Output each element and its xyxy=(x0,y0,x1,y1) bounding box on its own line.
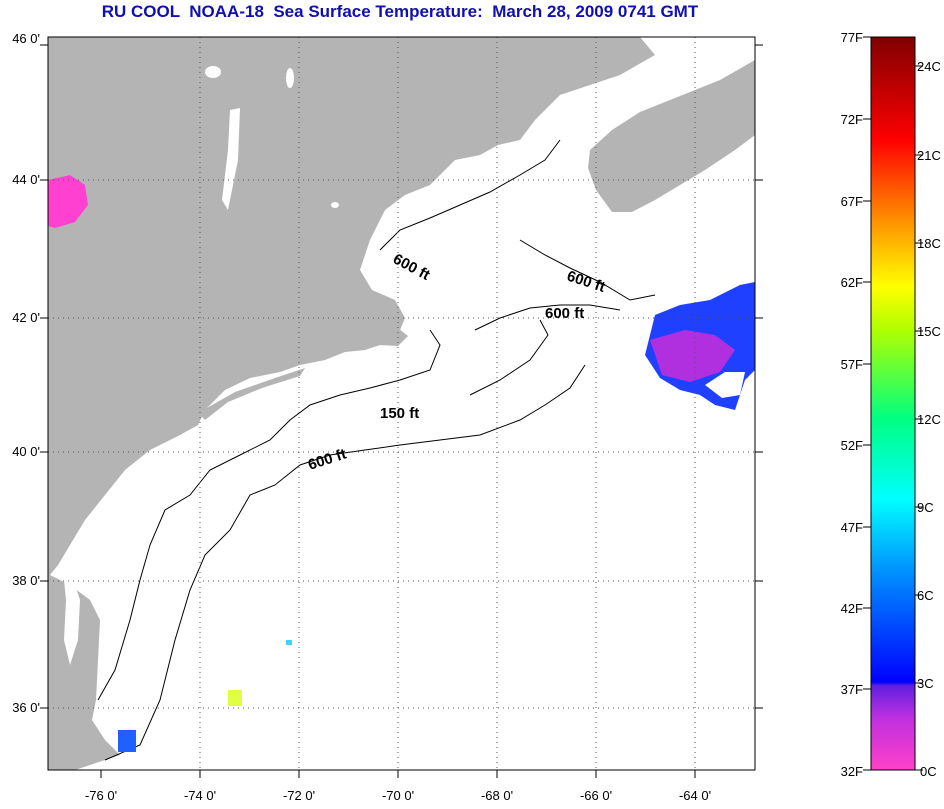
colorbar xyxy=(870,36,916,771)
colorbar-c-label: 9C xyxy=(917,500,934,515)
lon-label: -64 0' xyxy=(678,788,712,803)
lat-label: 46 0' xyxy=(12,31,40,46)
colorbar-c-label: 3C xyxy=(917,676,934,691)
lon-label: -68 0' xyxy=(480,788,514,803)
map-title: RU COOL NOAA-18 Sea Surface Temperature:… xyxy=(101,2,699,21)
lat-label: 44 0' xyxy=(12,172,40,187)
sst-patch-south xyxy=(228,690,242,706)
contour-150ft xyxy=(97,329,441,701)
lat-label: 42 0' xyxy=(12,310,40,325)
map-frame xyxy=(47,36,756,771)
lat-label: 38 0' xyxy=(12,573,40,588)
contour-label: 150 ft xyxy=(380,405,419,422)
colorbar-f-label: 67F xyxy=(840,194,863,209)
colorbar-f-label: 77F xyxy=(840,30,863,45)
sst-patch-east-purple xyxy=(650,330,735,382)
colorbar-c-label: 6C xyxy=(917,588,934,603)
us-landmass xyxy=(48,37,655,770)
colorbar-f-label: 42F xyxy=(840,601,863,616)
colorbar-c-label: 21C xyxy=(917,148,941,163)
lat-label: 40 0' xyxy=(12,444,40,459)
colorbar-f-label: 62F xyxy=(840,275,863,290)
colorbar-c-label: 15C xyxy=(917,324,941,339)
colorbar-f-label: 47F xyxy=(840,520,863,535)
lake xyxy=(205,66,221,78)
colorbar-f-label: 32F xyxy=(840,764,863,779)
nova-scotia xyxy=(588,60,755,212)
colorbar-f-label: 57F xyxy=(840,357,863,372)
sst-patch-small xyxy=(286,640,292,645)
lon-label: -66 0' xyxy=(579,788,613,803)
colorbar-c-label: 0C xyxy=(920,764,937,779)
long-island xyxy=(198,368,305,420)
sst-patch-northwest xyxy=(48,175,88,228)
contour-600ft-shelf xyxy=(104,364,586,761)
colorbar-c-label: 24C xyxy=(917,59,941,74)
contour-600ft-georges xyxy=(474,304,621,331)
colorbar-f-label: 37F xyxy=(840,682,863,697)
contour-georges-bank xyxy=(469,319,549,396)
lon-label: -74 0' xyxy=(183,788,217,803)
chesapeake-bay xyxy=(62,560,80,665)
contour-600ft-gulf xyxy=(379,139,561,251)
cape-cod xyxy=(378,328,408,346)
lake xyxy=(222,108,240,210)
lon-label: -72 0' xyxy=(282,788,316,803)
lat-label: 36 0' xyxy=(12,700,40,715)
contour-600ft-ne xyxy=(519,239,656,301)
colorbar-c-label: 12C xyxy=(917,412,941,427)
colorbar-c-label: 18C xyxy=(917,236,941,251)
lon-label: -70 0' xyxy=(381,788,415,803)
colorbar-f-label: 72F xyxy=(840,112,863,127)
lon-label: -76 0' xyxy=(84,788,118,803)
lake xyxy=(286,68,294,88)
contour-label: 600 ft xyxy=(545,305,584,322)
lake xyxy=(331,202,339,208)
colorbar-f-label: 52F xyxy=(840,438,863,453)
sst-patch-south-edge xyxy=(118,730,136,752)
sst-patch-east-white xyxy=(705,372,745,398)
